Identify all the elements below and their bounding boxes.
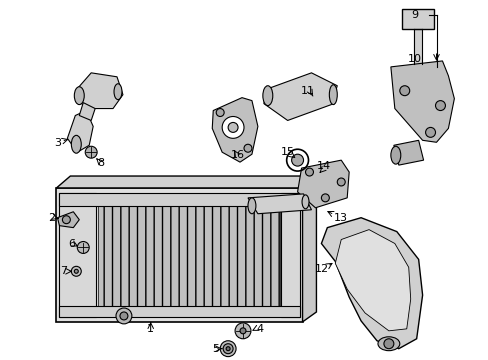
Circle shape	[291, 154, 303, 166]
Ellipse shape	[114, 84, 122, 100]
Polygon shape	[302, 176, 316, 322]
Polygon shape	[56, 188, 302, 322]
Bar	[401, 9, 433, 29]
Polygon shape	[67, 111, 93, 152]
Circle shape	[62, 216, 70, 224]
Circle shape	[337, 178, 345, 186]
Polygon shape	[60, 193, 96, 317]
Polygon shape	[77, 73, 122, 109]
Circle shape	[225, 347, 230, 351]
Circle shape	[222, 117, 244, 138]
Text: 5: 5	[211, 344, 218, 354]
Circle shape	[228, 122, 238, 132]
Ellipse shape	[71, 135, 81, 153]
Ellipse shape	[328, 85, 337, 105]
Text: 15: 15	[280, 147, 294, 157]
Polygon shape	[56, 176, 316, 188]
Circle shape	[425, 127, 435, 137]
Text: 3: 3	[54, 138, 61, 148]
Polygon shape	[321, 218, 422, 349]
Circle shape	[85, 146, 97, 158]
Text: 6: 6	[68, 239, 75, 248]
Circle shape	[120, 312, 128, 320]
Polygon shape	[297, 160, 348, 208]
Text: 2: 2	[48, 213, 55, 223]
Circle shape	[244, 144, 251, 152]
Text: 12: 12	[314, 264, 328, 274]
Ellipse shape	[247, 198, 255, 214]
Polygon shape	[390, 61, 453, 142]
Polygon shape	[264, 73, 337, 121]
Circle shape	[116, 308, 132, 324]
Circle shape	[383, 339, 393, 349]
Polygon shape	[280, 193, 299, 317]
Circle shape	[321, 194, 328, 202]
Text: 1: 1	[147, 324, 154, 334]
Polygon shape	[247, 194, 311, 214]
Circle shape	[240, 328, 245, 334]
Circle shape	[74, 269, 78, 273]
Polygon shape	[60, 193, 299, 206]
Text: 9: 9	[410, 10, 417, 20]
Text: 14: 14	[317, 161, 331, 171]
Ellipse shape	[263, 86, 272, 105]
Ellipse shape	[302, 195, 308, 209]
Ellipse shape	[74, 87, 84, 105]
Polygon shape	[393, 140, 423, 165]
Polygon shape	[79, 103, 95, 121]
Text: 10: 10	[407, 54, 421, 64]
Circle shape	[435, 100, 445, 111]
Ellipse shape	[377, 337, 399, 351]
Circle shape	[71, 266, 81, 276]
Circle shape	[77, 242, 89, 253]
Polygon shape	[335, 230, 410, 331]
Circle shape	[399, 86, 409, 96]
Text: 13: 13	[334, 213, 347, 223]
Polygon shape	[212, 98, 257, 162]
Text: 16: 16	[230, 150, 244, 160]
Circle shape	[216, 109, 224, 117]
Circle shape	[305, 168, 313, 176]
Circle shape	[223, 344, 233, 354]
Polygon shape	[60, 306, 299, 317]
Text: 11: 11	[300, 86, 314, 96]
Ellipse shape	[390, 146, 400, 164]
Circle shape	[220, 341, 236, 357]
Polygon shape	[57, 212, 79, 228]
Circle shape	[235, 323, 250, 339]
Polygon shape	[98, 202, 279, 308]
Text: 4: 4	[256, 324, 263, 334]
Text: 8: 8	[97, 158, 104, 168]
Text: 7: 7	[60, 266, 67, 276]
